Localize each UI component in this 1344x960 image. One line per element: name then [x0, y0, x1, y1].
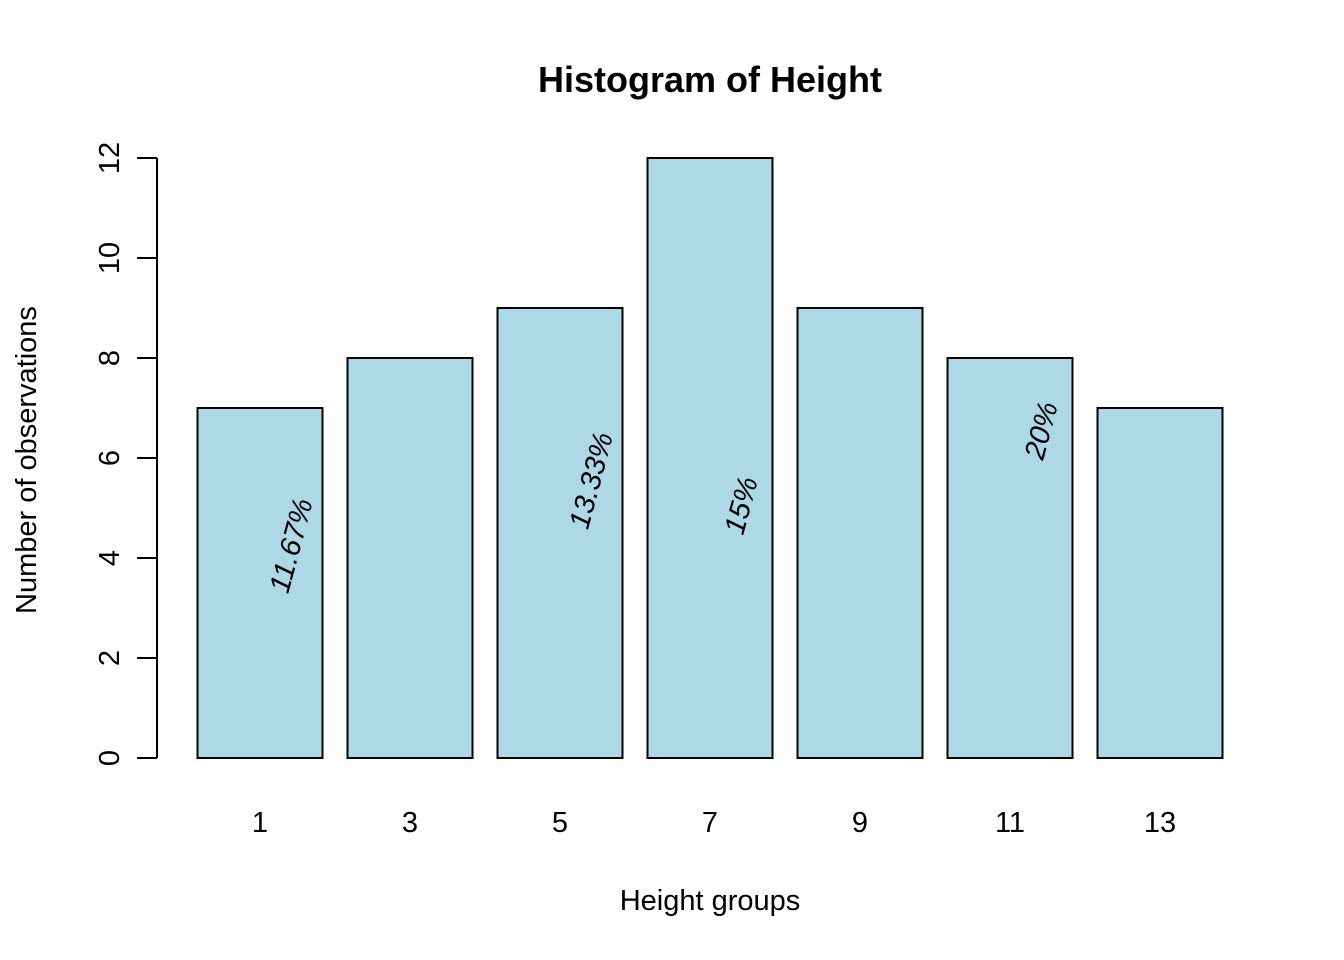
- x-axis-label: Height groups: [620, 885, 801, 917]
- y-axis: 0 2 4 6 8 10 12: [94, 142, 158, 766]
- bar-9: [796, 307, 924, 759]
- chart-title: Histogram of Height: [538, 59, 882, 100]
- y-tick-label: 6: [94, 450, 126, 466]
- bar-3: [346, 357, 474, 759]
- x-tick-label: 3: [402, 807, 418, 839]
- x-tick-labels: 1 3 5 7 9 11 13: [252, 807, 1176, 839]
- bar-11: [946, 357, 1074, 759]
- y-tick-label: 10: [94, 242, 126, 274]
- y-tick-label: 4: [94, 550, 126, 566]
- bar-5: [496, 307, 624, 759]
- x-tick-label: 11: [995, 807, 1025, 839]
- y-axis-label: Number of observations: [11, 306, 43, 614]
- bar-1: [196, 407, 324, 759]
- y-tick-label: 2: [94, 650, 126, 666]
- x-tick-label: 1: [252, 807, 268, 839]
- bar-7: [646, 157, 774, 759]
- y-tick-label: 0: [94, 750, 126, 766]
- y-tick-label: 12: [94, 142, 126, 174]
- x-tick-label: 5: [552, 807, 568, 839]
- bar-13: [1096, 407, 1224, 759]
- bars: [196, 157, 1224, 759]
- y-tick-label: 8: [94, 350, 126, 366]
- x-tick-label: 9: [852, 807, 868, 839]
- x-tick-label: 13: [1144, 807, 1176, 839]
- x-tick-label: 7: [702, 807, 718, 839]
